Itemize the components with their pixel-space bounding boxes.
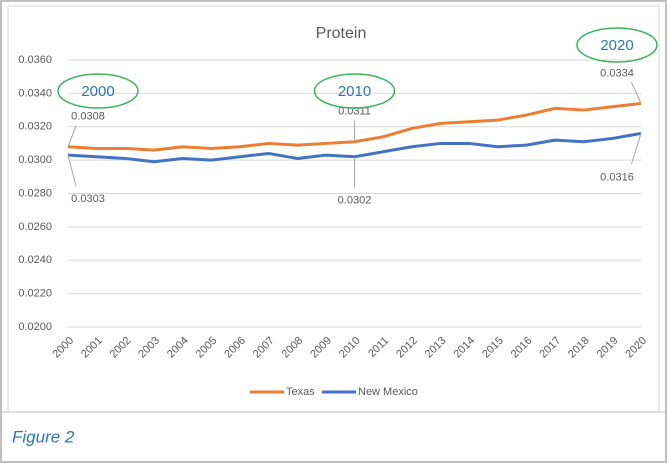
data-label: 0.0316: [600, 171, 634, 183]
annotation: 2000: [81, 83, 114, 100]
y-tick-label: 0.0300: [18, 154, 52, 166]
y-tick-label: 0.0240: [18, 254, 52, 266]
data-label: 0.0334: [600, 67, 634, 79]
leader-line: [67, 154, 77, 187]
leader-line: [630, 133, 642, 165]
data-label: 0.0308: [71, 111, 105, 123]
y-tick-label: 0.0260: [18, 221, 52, 233]
data-label: 0.0311: [338, 106, 371, 118]
y-tick-label: 0.0320: [18, 121, 52, 133]
annotation: 2020: [600, 37, 633, 54]
chart-frame: [7, 5, 660, 413]
annotation: 2010: [338, 83, 371, 100]
leader-line: [630, 82, 642, 104]
caption: Figure 2: [12, 427, 75, 446]
legend-label: Texas: [286, 386, 315, 398]
leader-line: [67, 125, 77, 147]
annotation-ellipse: [57, 73, 139, 109]
y-tick-label: 0.0280: [18, 187, 52, 199]
data-label: 0.0303: [71, 193, 105, 205]
annotation-ellipse: [313, 73, 396, 109]
y-tick-label: 0.0360: [18, 54, 52, 66]
data-label: 0.0302: [338, 195, 372, 207]
y-tick-label: 0.0200: [18, 321, 52, 333]
y-tick-label: 0.0220: [18, 288, 52, 300]
y-tick-label: 0.0340: [18, 87, 52, 99]
annotation-ellipse: [576, 27, 658, 63]
legend-label: New Mexico: [358, 386, 418, 398]
chart-title: Protein: [316, 25, 367, 42]
